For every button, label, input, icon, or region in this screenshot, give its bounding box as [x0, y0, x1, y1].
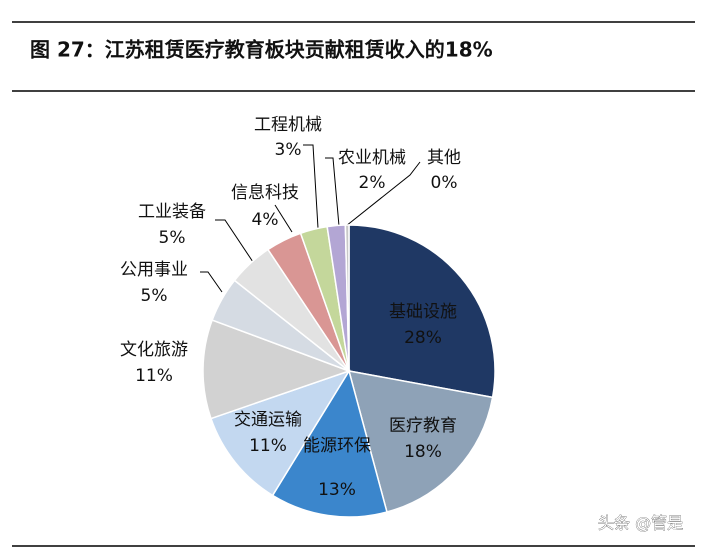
slice-label: 能源环保 [303, 436, 371, 456]
slice-label: 文化旅游 [120, 340, 188, 360]
slice-label: 农业机械 [338, 148, 406, 168]
slice-label: 交通运输 [234, 410, 302, 430]
value-label: 5% [159, 228, 186, 248]
value-label: 3% [275, 140, 302, 160]
slice-label: 其他 [427, 148, 461, 168]
pie-slice [202, 319, 352, 420]
value-label: 0% [431, 173, 458, 193]
value-label: 5% [141, 286, 168, 306]
slice-label: 信息科技 [231, 183, 299, 203]
slice-label: 公用事业 [120, 260, 188, 280]
slice-label: 工程机械 [254, 115, 322, 135]
leader-lines [200, 144, 421, 293]
pie-slice [344, 224, 350, 372]
pie-slice [348, 224, 496, 399]
pie-slice [210, 369, 351, 497]
value-label: 13% [318, 480, 356, 500]
slice-label: 基础设施 [389, 302, 457, 322]
value-label: 11% [249, 436, 287, 456]
pie-slice [347, 370, 494, 513]
value-label: 4% [252, 210, 279, 230]
value-label: 11% [135, 366, 173, 386]
value-label: 28% [404, 328, 442, 348]
chart-title: 图 27：江苏租赁医疗教育板块贡献租赁收入的18% [30, 38, 493, 62]
slice-label: 工业装备 [138, 202, 206, 222]
watermark: 头条 @管是 [598, 514, 683, 533]
slice-label: 医疗教育 [389, 416, 457, 436]
value-label: 2% [359, 173, 386, 193]
pie-slice [271, 369, 388, 518]
value-label: 18% [404, 442, 442, 462]
